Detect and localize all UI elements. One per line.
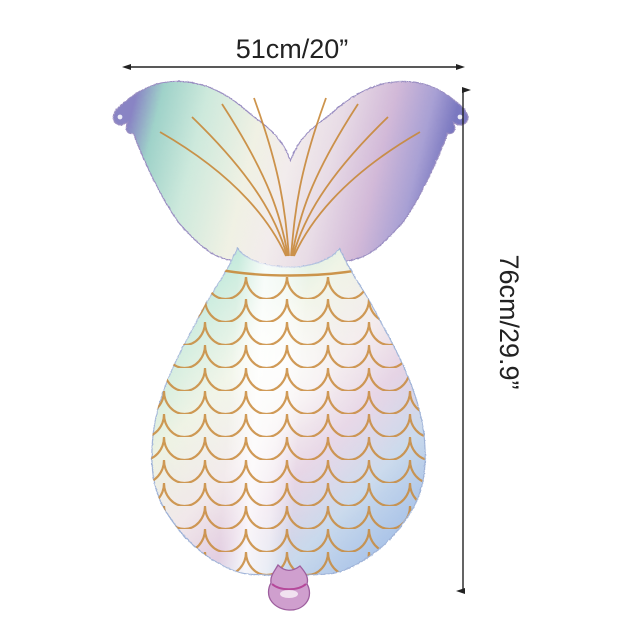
svg-text:51cm/20”: 51cm/20” — [236, 34, 349, 64]
svg-text:76cm/29.9”: 76cm/29.9” — [494, 254, 524, 389]
